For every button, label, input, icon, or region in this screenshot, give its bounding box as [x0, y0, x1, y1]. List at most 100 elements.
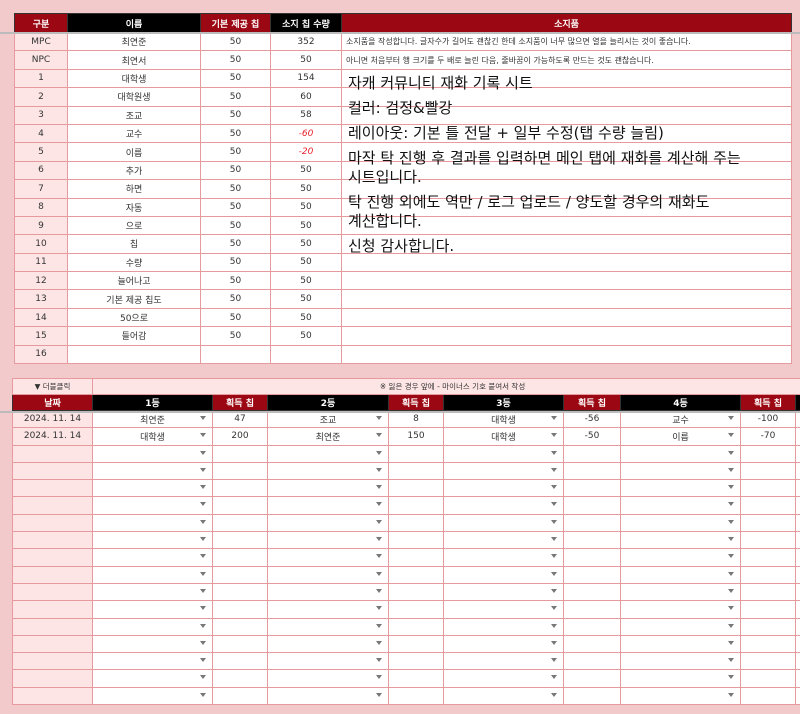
- chevron-down-icon[interactable]: [376, 623, 382, 628]
- player-dropdown[interactable]: [620, 548, 741, 567]
- player-dropdown[interactable]: [267, 513, 389, 533]
- player-dropdown[interactable]: [92, 582, 213, 602]
- held-chips-cell[interactable]: -20: [270, 142, 342, 162]
- chevron-down-icon[interactable]: [728, 416, 734, 420]
- chips-cell[interactable]: [740, 548, 796, 567]
- name-cell[interactable]: 하면: [67, 179, 201, 199]
- chips-cell[interactable]: [563, 617, 621, 636]
- date-cell[interactable]: [12, 617, 93, 636]
- held-chips-cell[interactable]: 50: [270, 234, 342, 254]
- player-dropdown[interactable]: [443, 617, 564, 636]
- player-dropdown[interactable]: 조교: [267, 409, 389, 429]
- chips-cell[interactable]: [212, 617, 268, 636]
- items-cell[interactable]: [341, 215, 792, 236]
- overflow-cell[interactable]: [794, 686, 800, 706]
- player-dropdown[interactable]: [267, 634, 389, 654]
- chevron-down-icon[interactable]: [376, 675, 382, 680]
- player-dropdown[interactable]: [443, 600, 564, 619]
- chips-cell[interactable]: [212, 444, 268, 463]
- date-cell[interactable]: [12, 669, 93, 688]
- chips-cell[interactable]: [563, 531, 621, 550]
- name-cell[interactable]: 이름: [67, 142, 201, 162]
- category-cell[interactable]: 5: [14, 142, 68, 162]
- name-cell[interactable]: 50으로: [67, 307, 201, 328]
- held-chips-cell[interactable]: [270, 344, 342, 365]
- chevron-down-icon[interactable]: [551, 450, 557, 455]
- player-dropdown[interactable]: [620, 600, 741, 619]
- chevron-down-icon[interactable]: [376, 606, 382, 611]
- chips-cell[interactable]: [563, 565, 621, 584]
- player-dropdown[interactable]: [92, 600, 213, 619]
- category-cell[interactable]: 6: [14, 160, 68, 181]
- chevron-down-icon[interactable]: [551, 433, 557, 438]
- items-cell[interactable]: [341, 87, 792, 107]
- chevron-down-icon[interactable]: [728, 571, 734, 576]
- chips-cell[interactable]: [740, 686, 796, 706]
- chevron-down-icon[interactable]: [728, 554, 734, 559]
- overflow-cell[interactable]: [794, 479, 800, 498]
- name-cell[interactable]: 최연서: [67, 50, 201, 70]
- player-dropdown[interactable]: [92, 548, 213, 567]
- chevron-down-icon[interactable]: [728, 606, 734, 611]
- chips-cell[interactable]: [563, 600, 621, 619]
- base-chips-cell[interactable]: 50: [200, 215, 271, 236]
- player-dropdown[interactable]: 대학생: [443, 409, 564, 429]
- base-chips-cell[interactable]: 50: [200, 68, 271, 89]
- items-cell[interactable]: 소지품을 작성합니다. 글자수가 길어도 괜찮긴 한데 소지품이 너무 많으면 …: [341, 31, 792, 52]
- player-dropdown[interactable]: [92, 565, 213, 584]
- base-chips-cell[interactable]: 50: [200, 160, 271, 181]
- category-cell[interactable]: 3: [14, 105, 68, 125]
- chevron-down-icon[interactable]: [200, 640, 206, 645]
- name-cell[interactable]: 수량: [67, 252, 201, 273]
- player-dropdown[interactable]: [620, 461, 741, 481]
- player-dropdown[interactable]: [92, 634, 213, 654]
- chevron-down-icon[interactable]: [551, 485, 557, 490]
- chips-cell[interactable]: [740, 582, 796, 602]
- chevron-down-icon[interactable]: [728, 692, 734, 697]
- chips-cell[interactable]: [740, 531, 796, 550]
- base-chips-cell[interactable]: 50: [200, 142, 271, 162]
- chips-cell[interactable]: -100: [740, 409, 796, 429]
- date-cell[interactable]: [12, 582, 93, 602]
- chevron-down-icon[interactable]: [376, 502, 382, 507]
- chevron-down-icon[interactable]: [728, 433, 734, 438]
- chevron-down-icon[interactable]: [200, 416, 206, 420]
- player-dropdown[interactable]: [267, 617, 389, 636]
- overflow-cell[interactable]: [794, 531, 800, 550]
- items-cell[interactable]: [341, 326, 792, 346]
- chips-cell[interactable]: [388, 444, 444, 463]
- name-cell[interactable]: 기본 제공 칩도: [67, 289, 201, 309]
- chevron-down-icon[interactable]: [376, 485, 382, 490]
- player-dropdown[interactable]: 대학생: [92, 427, 213, 446]
- held-chips-cell[interactable]: 58: [270, 105, 342, 125]
- chips-cell[interactable]: [740, 634, 796, 654]
- chips-cell[interactable]: [740, 513, 796, 533]
- name-cell[interactable]: [67, 344, 201, 365]
- chips-cell[interactable]: [212, 496, 268, 515]
- chevron-down-icon[interactable]: [551, 623, 557, 628]
- player-dropdown[interactable]: [443, 531, 564, 550]
- chips-cell[interactable]: [388, 669, 444, 688]
- name-cell[interactable]: 자동: [67, 197, 201, 217]
- chips-cell[interactable]: [563, 461, 621, 481]
- name-cell[interactable]: 대학생: [67, 68, 201, 89]
- overflow-cell[interactable]: [794, 617, 800, 636]
- chips-cell[interactable]: [563, 479, 621, 498]
- chevron-down-icon[interactable]: [551, 606, 557, 611]
- held-chips-cell[interactable]: 50: [270, 289, 342, 309]
- chips-cell[interactable]: [740, 600, 796, 619]
- chevron-down-icon[interactable]: [200, 623, 206, 628]
- chips-cell[interactable]: [740, 444, 796, 463]
- chips-cell[interactable]: [388, 582, 444, 602]
- chips-cell[interactable]: [563, 496, 621, 515]
- category-cell[interactable]: 9: [14, 215, 68, 236]
- chevron-down-icon[interactable]: [376, 554, 382, 559]
- base-chips-cell[interactable]: [200, 344, 271, 365]
- chips-cell[interactable]: [388, 461, 444, 481]
- overflow-cell[interactable]: [794, 652, 800, 671]
- base-chips-cell[interactable]: 50: [200, 87, 271, 107]
- chevron-down-icon[interactable]: [376, 467, 382, 472]
- chips-cell[interactable]: [212, 652, 268, 671]
- chevron-down-icon[interactable]: [728, 658, 734, 663]
- date-cell[interactable]: 2024. 11. 14: [12, 427, 93, 446]
